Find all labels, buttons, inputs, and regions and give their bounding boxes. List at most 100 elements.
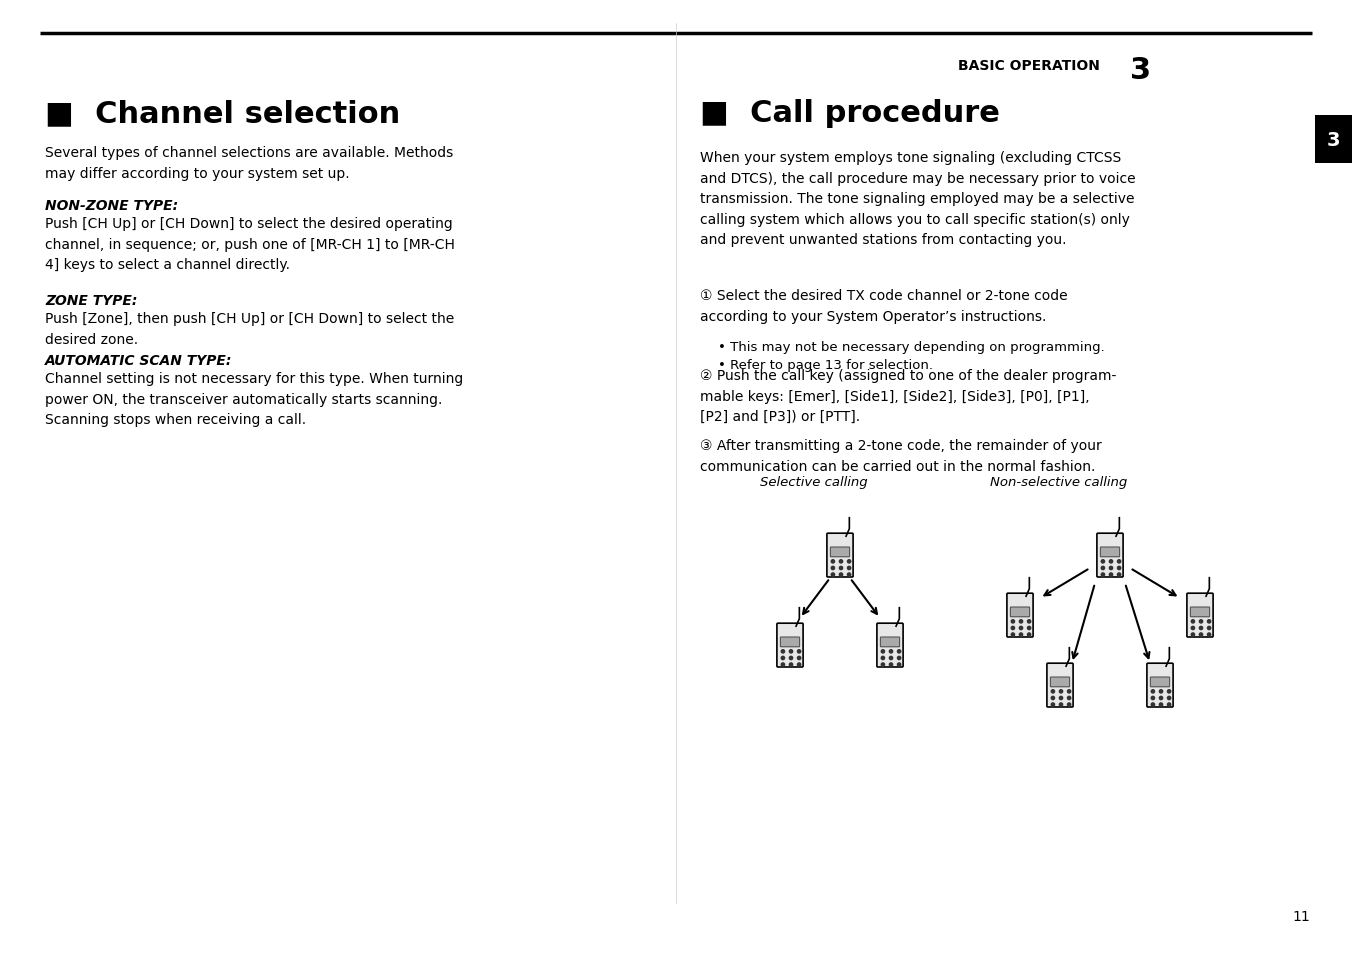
Circle shape [798, 650, 800, 654]
Circle shape [1019, 633, 1022, 637]
Text: Non-selective calling: Non-selective calling [990, 476, 1128, 489]
Circle shape [1011, 627, 1014, 630]
Circle shape [1110, 574, 1113, 577]
FancyBboxPatch shape [1187, 594, 1213, 638]
Circle shape [898, 657, 900, 659]
Circle shape [1102, 567, 1105, 570]
Circle shape [840, 574, 842, 577]
Circle shape [1068, 697, 1071, 700]
Circle shape [1191, 627, 1195, 630]
Circle shape [781, 657, 784, 659]
Text: Channel setting is not necessary for this type. When turning
power ON, the trans: Channel setting is not necessary for thi… [45, 372, 464, 427]
Circle shape [1160, 703, 1163, 706]
Circle shape [1060, 703, 1063, 706]
Circle shape [898, 663, 900, 666]
FancyBboxPatch shape [777, 623, 803, 667]
FancyBboxPatch shape [1046, 663, 1073, 707]
FancyBboxPatch shape [1096, 534, 1124, 578]
Circle shape [1019, 620, 1022, 623]
Circle shape [1199, 633, 1203, 637]
Circle shape [882, 657, 884, 659]
Circle shape [882, 663, 884, 666]
Circle shape [781, 650, 784, 654]
FancyBboxPatch shape [1146, 663, 1174, 707]
Circle shape [1207, 627, 1211, 630]
Circle shape [1052, 690, 1055, 693]
FancyBboxPatch shape [1007, 594, 1033, 638]
Text: Several types of channel selections are available. Methods
may differ according : Several types of channel selections are … [45, 146, 453, 180]
Circle shape [1118, 574, 1121, 577]
FancyBboxPatch shape [880, 638, 899, 647]
FancyBboxPatch shape [1190, 607, 1210, 618]
Circle shape [1207, 633, 1211, 637]
Text: Push [CH Up] or [CH Down] to select the desired operating
channel, in sequence; : Push [CH Up] or [CH Down] to select the … [45, 216, 454, 272]
Circle shape [1118, 560, 1121, 563]
Text: Selective calling: Selective calling [760, 476, 868, 489]
Circle shape [1152, 690, 1155, 693]
Circle shape [1191, 633, 1195, 637]
Text: When your system employs tone signaling (excluding CTCSS
and DTCS), the call pro: When your system employs tone signaling … [700, 151, 1136, 247]
Circle shape [898, 650, 900, 654]
Circle shape [1060, 690, 1063, 693]
Circle shape [1160, 697, 1163, 700]
Circle shape [890, 663, 892, 666]
FancyBboxPatch shape [1101, 547, 1119, 558]
Circle shape [1102, 560, 1105, 563]
Text: • This may not be necessary depending on programming.: • This may not be necessary depending on… [718, 340, 1105, 354]
Circle shape [1060, 697, 1063, 700]
Text: 3: 3 [1130, 56, 1151, 85]
Text: NON-ZONE TYPE:: NON-ZONE TYPE: [45, 199, 178, 213]
Text: ② Push the call key (assigned to one of the dealer program-
mable keys: [Emer], : ② Push the call key (assigned to one of … [700, 369, 1117, 424]
FancyBboxPatch shape [1010, 607, 1030, 618]
FancyBboxPatch shape [1151, 678, 1169, 687]
Circle shape [1068, 690, 1071, 693]
Circle shape [1118, 567, 1121, 570]
Circle shape [848, 567, 850, 570]
Circle shape [1102, 574, 1105, 577]
Circle shape [1011, 620, 1014, 623]
Circle shape [1110, 567, 1113, 570]
Text: ① Select the desired TX code channel or 2-tone code
according to your System Ope: ① Select the desired TX code channel or … [700, 289, 1068, 323]
Circle shape [840, 560, 842, 563]
Circle shape [882, 650, 884, 654]
Circle shape [890, 650, 892, 654]
Circle shape [1152, 703, 1155, 706]
Circle shape [798, 657, 800, 659]
FancyBboxPatch shape [877, 623, 903, 667]
Circle shape [1167, 703, 1171, 706]
Text: Push [Zone], then push [CH Up] or [CH Down] to select the
desired zone.: Push [Zone], then push [CH Up] or [CH Do… [45, 312, 454, 346]
Circle shape [1052, 697, 1055, 700]
Circle shape [790, 657, 792, 659]
Circle shape [1110, 560, 1113, 563]
FancyBboxPatch shape [1315, 116, 1352, 164]
Circle shape [831, 560, 834, 563]
Circle shape [1052, 703, 1055, 706]
Circle shape [1152, 697, 1155, 700]
Circle shape [790, 663, 792, 666]
Circle shape [1028, 627, 1030, 630]
Text: 11: 11 [1293, 909, 1310, 923]
Circle shape [1160, 690, 1163, 693]
Circle shape [1028, 620, 1030, 623]
Circle shape [781, 663, 784, 666]
Circle shape [1019, 627, 1022, 630]
Text: ZONE TYPE:: ZONE TYPE: [45, 294, 138, 308]
Circle shape [1167, 690, 1171, 693]
Circle shape [831, 567, 834, 570]
Text: • Refer to page 13 for selection.: • Refer to page 13 for selection. [718, 358, 933, 372]
Circle shape [1199, 620, 1203, 623]
Circle shape [1028, 633, 1030, 637]
Circle shape [890, 657, 892, 659]
Circle shape [1191, 620, 1195, 623]
Circle shape [831, 574, 834, 577]
Circle shape [790, 650, 792, 654]
FancyBboxPatch shape [1051, 678, 1069, 687]
Text: BASIC OPERATION: BASIC OPERATION [959, 59, 1101, 73]
Circle shape [840, 567, 842, 570]
Text: 3: 3 [1326, 131, 1340, 150]
Text: ③ After transmitting a 2-tone code, the remainder of your
communication can be c: ③ After transmitting a 2-tone code, the … [700, 438, 1102, 473]
Circle shape [798, 663, 800, 666]
Circle shape [1207, 620, 1211, 623]
Text: ■  Call procedure: ■ Call procedure [700, 99, 1000, 128]
FancyBboxPatch shape [827, 534, 853, 578]
